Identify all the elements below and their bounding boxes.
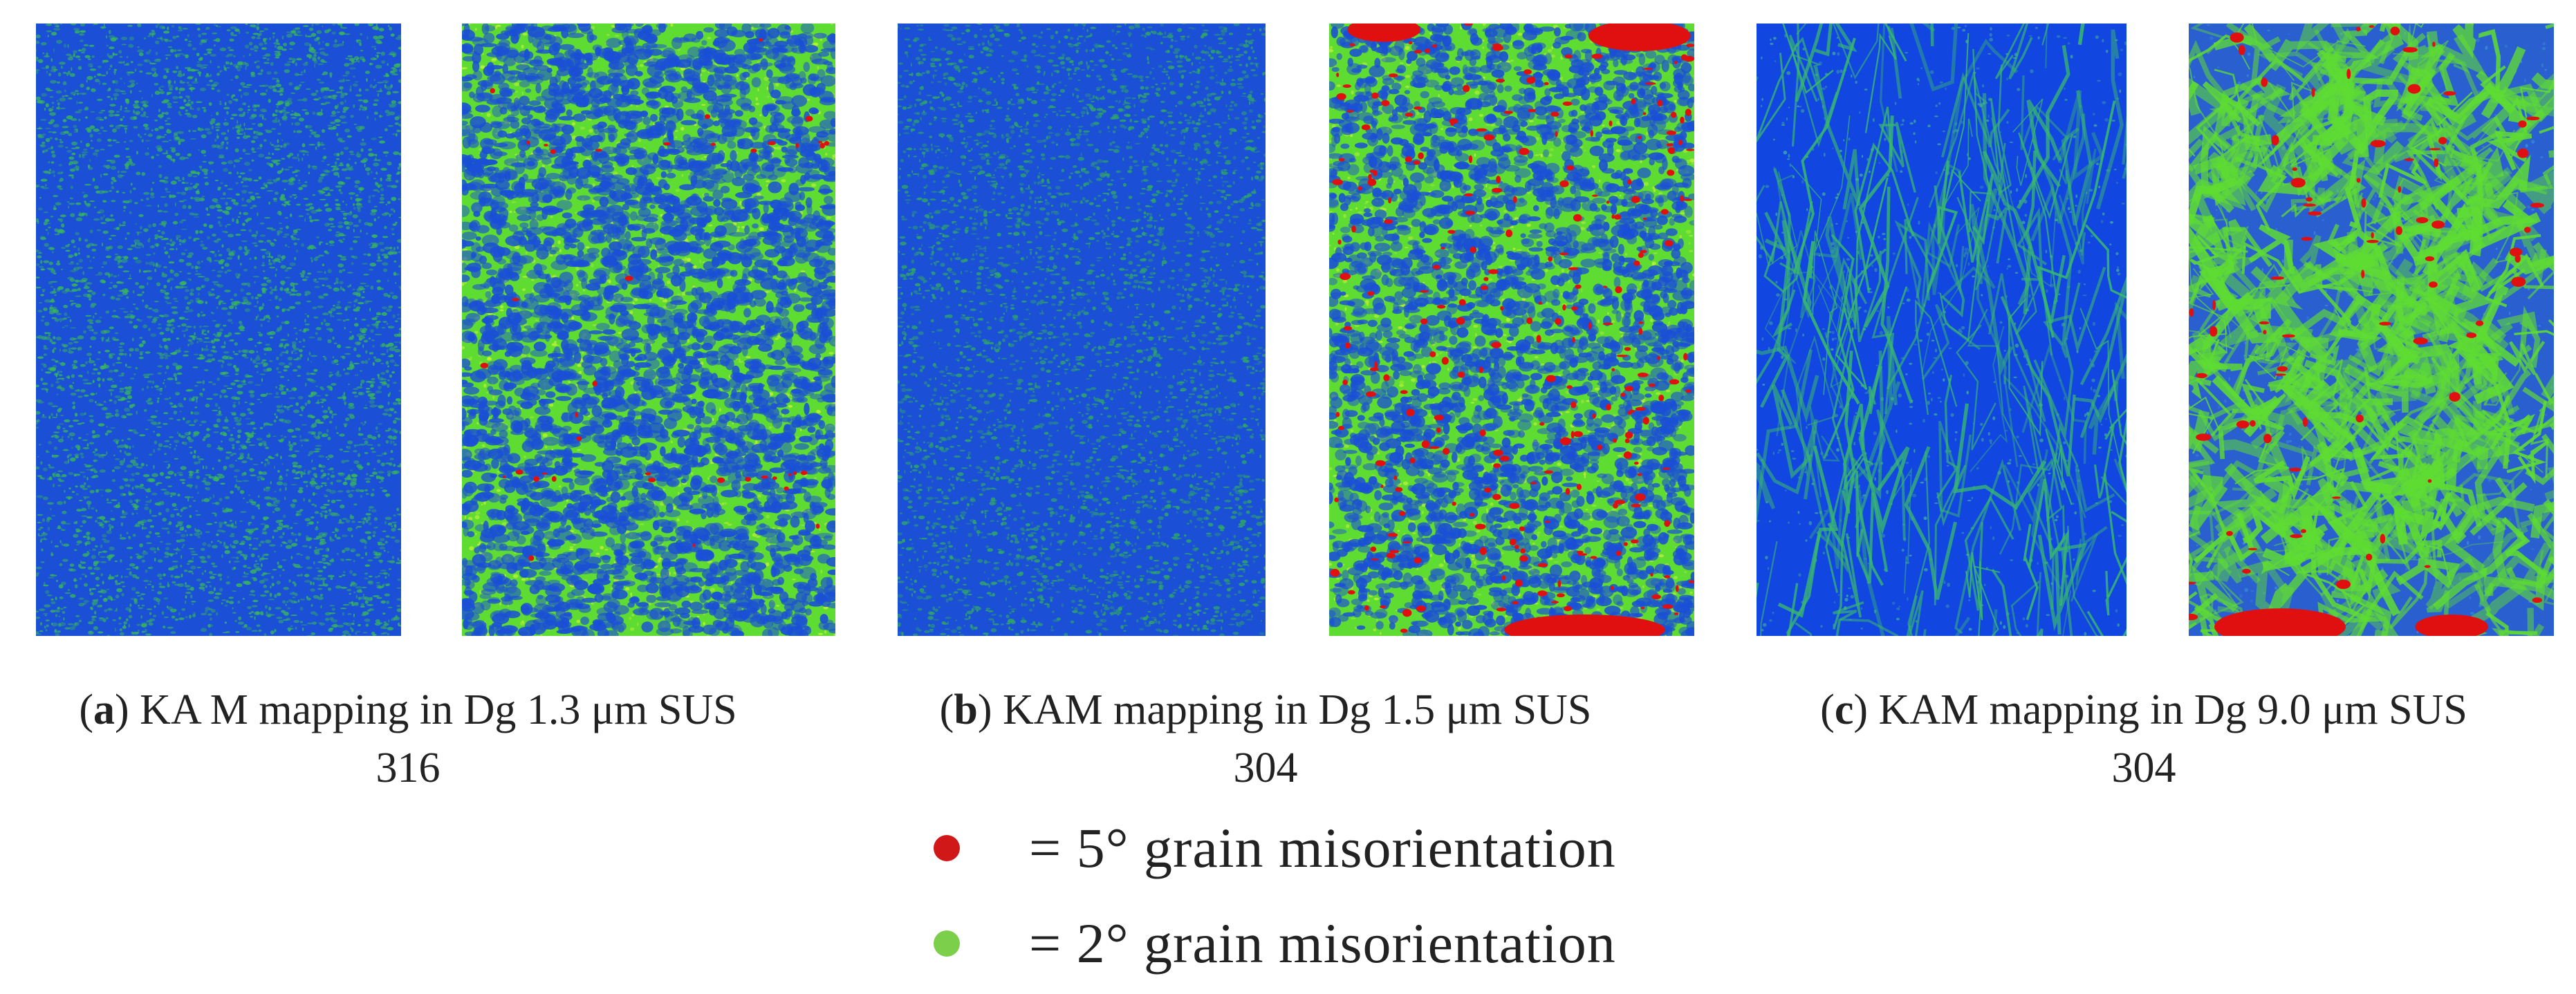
caption-a-line1: (a) KA M mapping in Dg 1.3 μm SUS <box>0 681 816 739</box>
kam-map-c-green-canvas <box>2189 24 2554 636</box>
kam-map-a-blue-canvas <box>36 24 401 636</box>
caption-b-text: ) KAM mapping in Dg 1.5 μm SUS <box>978 686 1592 733</box>
caption-c: (c) KAM mapping in Dg 9.0 μm SUS 304 <box>1736 681 2552 797</box>
kam-map-a-green <box>462 24 835 636</box>
caption-c-letter: c <box>1835 686 1854 733</box>
legend-item-5deg: = 5° grain misorientation <box>920 810 1616 886</box>
caption-c-line1: (c) KAM mapping in Dg 9.0 μm SUS <box>1736 681 2552 739</box>
caption-b-line1: (b) KAM mapping in Dg 1.5 μm SUS <box>858 681 1674 739</box>
legend-label-5deg: = 5° grain misorientation <box>1029 816 1616 881</box>
kam-map-c-green <box>2189 24 2554 636</box>
kam-map-a-blue <box>36 24 401 636</box>
kam-map-c-blue-canvas <box>1757 24 2126 636</box>
caption-b-line2: 304 <box>858 739 1674 797</box>
kam-map-b-blue <box>898 24 1266 636</box>
caption-c-text: ) KAM mapping in Dg 9.0 μm SUS <box>1853 686 2467 733</box>
caption-a: (a) KA M mapping in Dg 1.3 μm SUS 316 <box>0 681 816 797</box>
caption-c-line2: 304 <box>1736 739 2552 797</box>
caption-a-text: ) KA M mapping in Dg 1.3 μm SUS <box>115 686 737 733</box>
kam-map-b-blue-canvas <box>898 24 1266 636</box>
red-dot-icon <box>934 835 960 861</box>
legend-label-2deg: = 2° grain misorientation <box>1029 911 1616 976</box>
kam-map-c-blue <box>1757 24 2126 636</box>
kam-map-a-green-canvas <box>462 24 835 636</box>
kam-map-b-green-canvas <box>1329 24 1694 636</box>
caption-b: (b) KAM mapping in Dg 1.5 μm SUS 304 <box>858 681 1674 797</box>
kam-map-b-green <box>1329 24 1694 636</box>
legend-item-2deg: = 2° grain misorientation <box>920 906 1616 982</box>
caption-a-line2: 316 <box>0 739 816 797</box>
green-dot-icon <box>934 930 960 957</box>
caption-b-letter: b <box>954 686 977 733</box>
caption-a-letter: a <box>93 686 115 733</box>
